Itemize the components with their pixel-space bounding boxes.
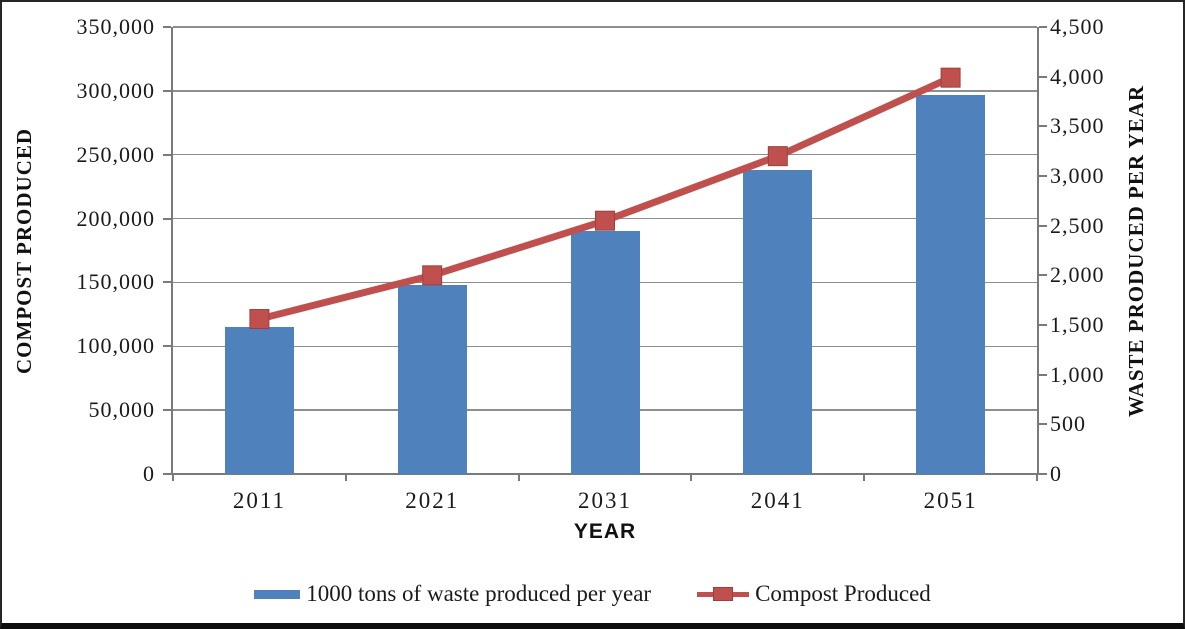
left-axis-tick	[163, 89, 171, 92]
x-axis-title: YEAR	[573, 520, 637, 543]
x-axis-tick	[690, 475, 693, 481]
legend-item-compost: Compost Produced	[697, 581, 931, 607]
right-axis-tick-label: 3,500	[1050, 113, 1105, 139]
left-axis-line	[171, 27, 173, 474]
square-marker-2011-icon	[249, 309, 270, 330]
compost-line	[258, 74, 953, 323]
legend-label-compost: Compost Produced	[755, 581, 931, 606]
right-axis-tick	[1039, 274, 1047, 277]
left-axis-tick-label: 300,000	[76, 77, 155, 103]
left-axis-tick-label: 0	[143, 461, 155, 486]
major-gridline	[173, 26, 1037, 28]
right-axis-tick-label: 1,500	[1050, 312, 1105, 337]
x-axis-tick-label: 2011	[232, 488, 286, 513]
left-axis-tick-label: 200,000	[76, 205, 155, 231]
x-axis-tick-label: 2031	[578, 488, 632, 513]
left-axis-tick	[163, 217, 171, 220]
square-marker-2051-icon	[940, 67, 961, 88]
left-axis-tick-label: 100,000	[76, 333, 155, 359]
bar-2041	[743, 170, 813, 474]
right-axis-tick-label: 4,000	[1050, 63, 1105, 89]
right-axis-tick-label: 2,000	[1050, 262, 1105, 288]
left-axis-tick	[163, 409, 171, 412]
legend-label-waste: 1000 tons of waste produced per year	[306, 581, 652, 606]
line-series-swatch	[697, 586, 750, 602]
right-axis-title: WASTE PRODUCED PER YEAR	[1124, 84, 1148, 417]
x-axis-tick	[1036, 475, 1038, 481]
legend: 1000 tons of waste produced per year Com…	[2, 581, 1183, 607]
line-swatch-marker-icon	[713, 587, 734, 601]
right-axis-tick	[1039, 75, 1047, 78]
square-marker-2041-icon	[767, 146, 788, 167]
right-axis-tick	[1039, 423, 1047, 426]
right-axis-tick-label: 4,500	[1050, 14, 1105, 39]
square-marker-2021-icon	[422, 265, 443, 286]
right-axis-tick-label: 2,500	[1050, 212, 1105, 238]
right-axis-tick	[1039, 26, 1047, 28]
right-axis-tick	[1039, 473, 1047, 475]
left-axis-tick	[163, 473, 171, 475]
x-axis-line	[171, 473, 1039, 475]
major-gridline	[173, 90, 1037, 92]
left-axis-tick	[163, 26, 171, 28]
bar-2021	[397, 284, 467, 474]
bar-2011	[224, 327, 294, 474]
left-axis-tick	[163, 153, 171, 156]
right-axis-tick-label: 0	[1050, 461, 1062, 486]
right-axis-tick-label: 500	[1050, 411, 1086, 437]
right-axis-tick-label: 1,000	[1050, 361, 1105, 387]
left-axis-tick-label: 50,000	[88, 397, 155, 423]
left-axis-tick-label: 250,000	[76, 141, 155, 167]
left-axis-tick-label: 150,000	[76, 269, 155, 295]
bar-2031	[570, 231, 640, 474]
right-axis-line	[1037, 27, 1039, 474]
square-marker-2031-icon	[595, 210, 615, 231]
x-axis-tick-label: 2051	[923, 488, 978, 513]
left-axis-tick	[163, 281, 171, 284]
line-series-layer	[249, 67, 961, 330]
x-axis-tick	[344, 475, 347, 481]
legend-item-waste: 1000 tons of waste produced per year	[254, 581, 651, 607]
right-axis-tick-label: 3,000	[1050, 163, 1105, 188]
x-axis-tick	[517, 475, 520, 481]
right-axis-tick	[1039, 373, 1047, 376]
x-axis-tick-label: 2021	[405, 488, 460, 513]
x-axis-tick	[172, 475, 174, 481]
right-axis-tick	[1039, 175, 1047, 177]
right-axis-tick	[1039, 224, 1047, 227]
left-axis-tick	[163, 345, 171, 348]
right-axis-tick	[1039, 324, 1047, 326]
right-axis-tick	[1039, 125, 1047, 128]
left-axis-tick-label: 350,000	[76, 14, 155, 39]
bar-series-swatch	[254, 589, 301, 599]
x-axis-tick-label: 2041	[750, 488, 805, 513]
major-gridline	[173, 153, 1037, 156]
bar-2051	[916, 94, 986, 474]
x-axis-tick	[863, 475, 866, 481]
